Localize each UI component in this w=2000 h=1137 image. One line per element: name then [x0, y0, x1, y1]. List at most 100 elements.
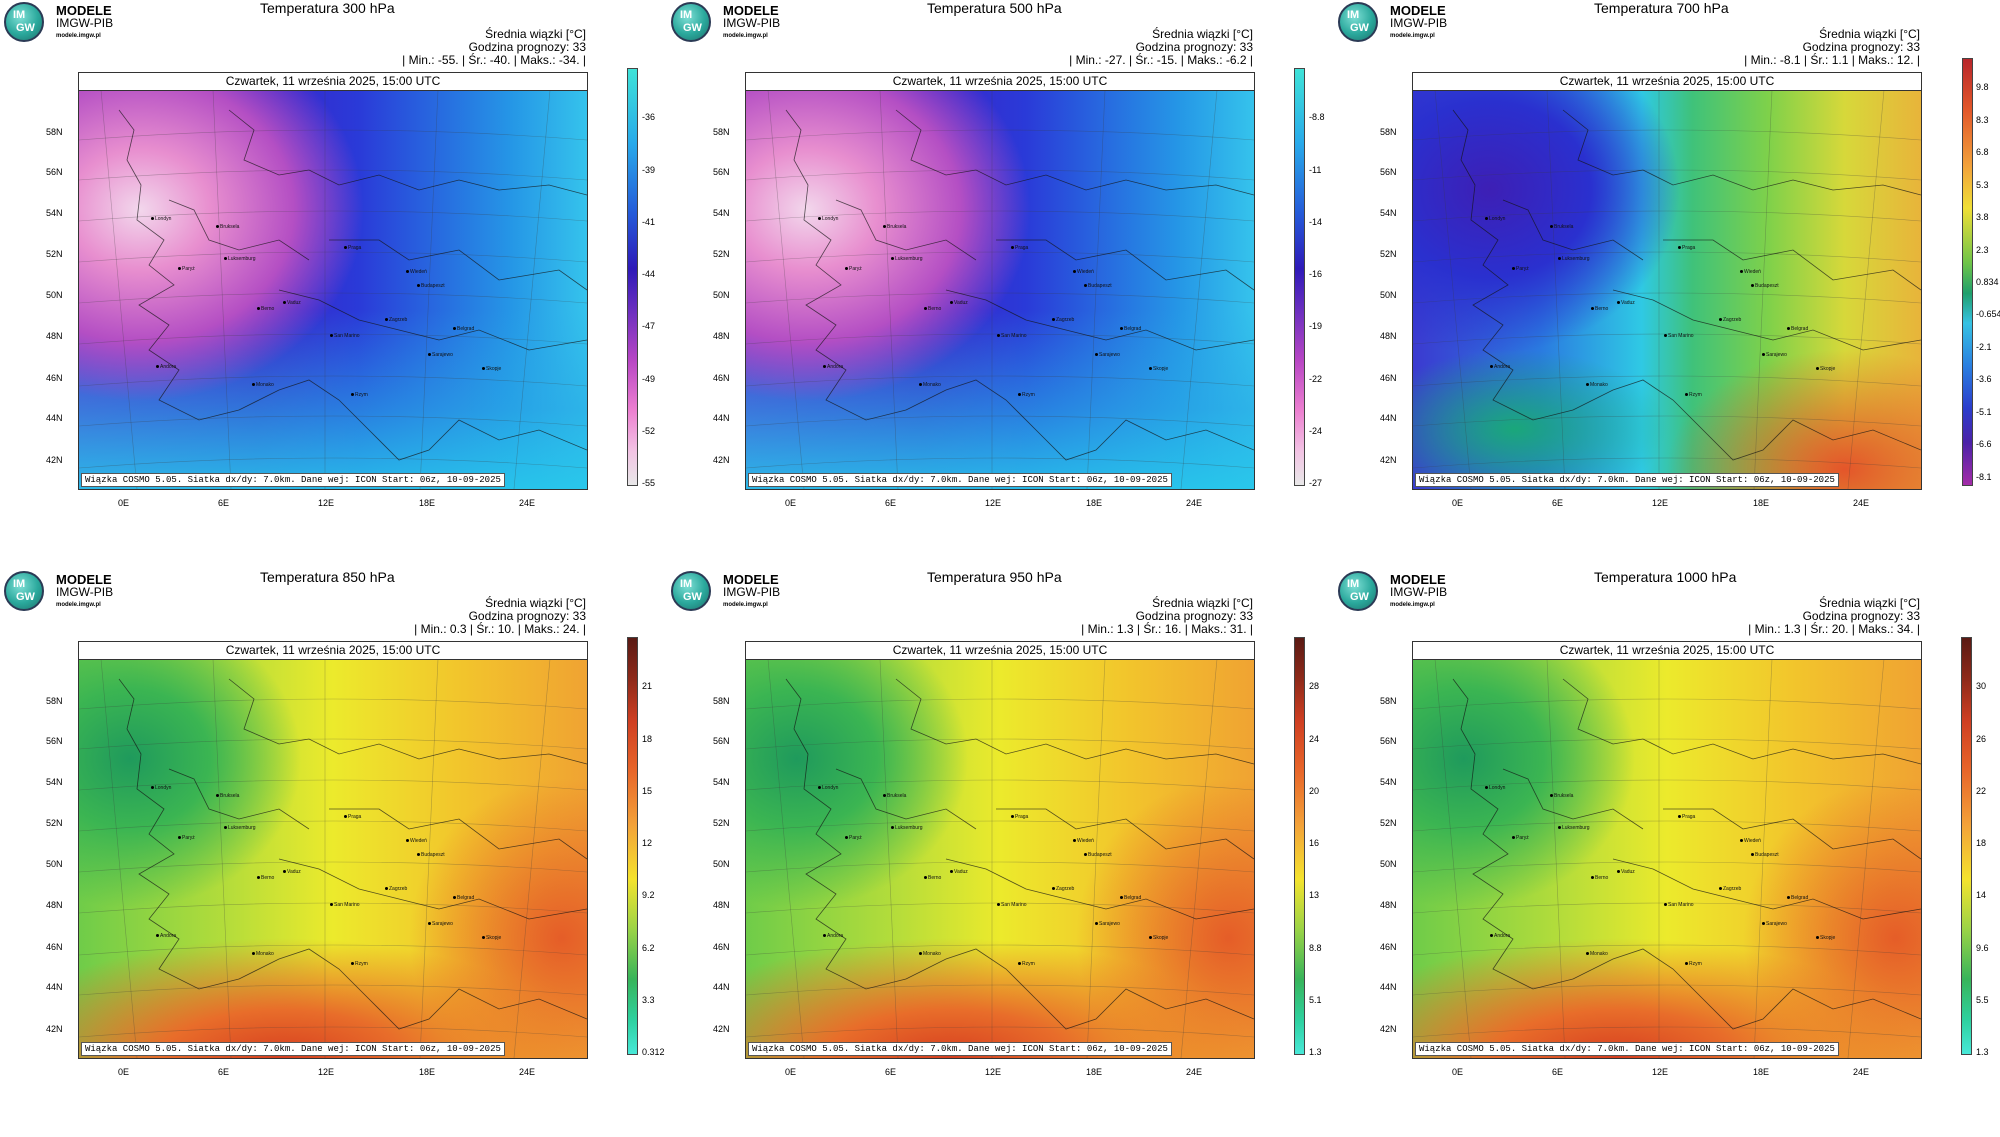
latitude-label: 46N: [713, 942, 730, 952]
city-name: Londyn: [155, 785, 172, 791]
city-label: Bruksela: [216, 224, 239, 230]
city-dot-icon: [1685, 393, 1688, 396]
latitude-label: 42N: [713, 455, 730, 465]
latitude-label: 58N: [46, 127, 63, 137]
model-credit: Wiązka COSMO 5.05. Siatka dx/dy: 7.0km. …: [748, 1042, 1172, 1056]
latitude-line: [1413, 333, 1921, 345]
city-name: Belgrad: [457, 895, 475, 901]
longitude-line: [879, 90, 899, 489]
city-label: Belgrad: [1120, 326, 1141, 332]
temperature-map[interactable]: Czwartek, 11 września 2025, 15:00 UTC Lon…: [78, 72, 588, 490]
city-name: Zagrzeb: [1723, 317, 1742, 323]
city-label: Sarajewo: [428, 352, 453, 358]
temperature-map[interactable]: Czwartek, 11 września 2025, 15:00 UTC Lon…: [745, 641, 1255, 1059]
city-dot-icon: [482, 936, 485, 939]
city-name: San Marino: [1668, 333, 1694, 339]
colorbar-tick-label: 24: [1309, 733, 1320, 744]
city-dot-icon: [1787, 327, 1790, 330]
city-dot-icon: [1011, 815, 1014, 818]
colorbar-tick-label: -19: [1309, 321, 1323, 332]
city-name: Skopje: [486, 935, 502, 941]
city-name: Monako: [256, 382, 274, 388]
border-line: [278, 858, 587, 920]
valid-date: Czwartek, 11 września 2025, 15:00 UTC: [1413, 642, 1921, 660]
brand-org: IMGW-PIB: [1390, 585, 1448, 599]
latitude-line: [746, 457, 1254, 469]
city-label: Rzym: [1018, 961, 1035, 967]
city-dot-icon: [919, 383, 922, 386]
latitude-label: 44N: [46, 982, 63, 992]
map-panel: IM GW MODELE IMGW-PIB modele.imgw.pl Temperat…: [0, 0, 666, 568]
latitude-label: 42N: [713, 1024, 730, 1034]
latitude-label: 54N: [1380, 208, 1397, 218]
model-credit: Wiązka COSMO 5.05. Siatka dx/dy: 7.0km. …: [1415, 473, 1839, 487]
city-label: Bruksela: [883, 793, 906, 799]
imgw-logo-icon: IM GW: [4, 571, 44, 611]
longitude-line: [419, 90, 439, 489]
city-name: Paryż: [182, 266, 195, 272]
latitude-line: [1413, 1026, 1921, 1038]
temperature-map[interactable]: Czwartek, 11 września 2025, 15:00 UTC Lon…: [745, 72, 1255, 490]
logo-text: IM: [680, 9, 693, 21]
longitude-label: 0E: [785, 1067, 797, 1077]
brand-name: MODELE: [723, 3, 779, 18]
valid-date: Czwartek, 11 września 2025, 15:00 UTC: [1413, 73, 1921, 91]
colorbar-tick-label: -2.1: [1976, 341, 1992, 352]
latitude-line: [1413, 861, 1921, 873]
city-dot-icon: [1485, 786, 1488, 789]
longitude-label: 12E: [318, 1067, 335, 1077]
colorbar-tick-label: -8.1: [1976, 471, 1992, 482]
temperature-map[interactable]: Czwartek, 11 września 2025, 15:00 UTC Lon…: [78, 641, 588, 1059]
border-line: [1572, 948, 1921, 1030]
city-label: Londyn: [818, 216, 838, 222]
city-name: Berno: [928, 875, 942, 881]
map-panel: IM GW MODELE IMGW-PIB modele.imgw.pl Temperat…: [667, 569, 1333, 1137]
city-label: Praga: [344, 814, 361, 820]
city-label: Monako: [919, 382, 941, 388]
stats-block: Średnia wiązki [°C] Godzina prognozy: 33 |…: [414, 597, 586, 636]
colorbar-tick-label: 5.1: [1309, 994, 1322, 1005]
city-name: Rzym: [355, 961, 368, 967]
city-label: Skopje: [482, 366, 501, 372]
city-dot-icon: [351, 962, 354, 965]
city-label: Rzym: [1685, 961, 1702, 967]
latitude-label: 56N: [46, 736, 63, 746]
city-label: Belgrad: [453, 895, 474, 901]
colorbar-tick-label: 1.3: [1976, 1047, 1989, 1057]
longitude-label: 12E: [985, 1067, 1002, 1077]
city-name: Rzym: [1022, 392, 1035, 398]
temperature-map[interactable]: Czwartek, 11 września 2025, 15:00 UTC Lon…: [1412, 72, 1922, 490]
longitude-label: 24E: [519, 1067, 536, 1077]
colorbar-tick-label: -55: [642, 478, 656, 488]
colorbar-tick-label: 15: [642, 785, 653, 796]
city-dot-icon: [1052, 318, 1055, 321]
city-name: Budapeszt: [421, 283, 445, 289]
latitude-label: 42N: [1380, 1024, 1397, 1034]
city-dot-icon: [950, 870, 953, 873]
city-name: Praga: [1682, 245, 1696, 251]
min-mean-max: | Min.: 1.3 | Śr.: 20. | Maks.: 34. |: [1748, 622, 1920, 636]
latitude-label: 46N: [713, 373, 730, 383]
city-dot-icon: [1816, 936, 1819, 939]
city-name: Zagrzeb: [1056, 317, 1075, 323]
latitude-line: [746, 738, 1254, 750]
city-label: Bruksela: [883, 224, 906, 230]
city-label: Sarajewo: [428, 921, 453, 927]
city-name: Paryż: [849, 266, 862, 272]
latitude-label: 48N: [1380, 331, 1397, 341]
temperature-map[interactable]: Czwartek, 11 września 2025, 15:00 UTC Lon…: [1412, 641, 1922, 1059]
logo-text: IM: [680, 578, 693, 590]
colorbar-tick-label: 0.834: [1976, 276, 1999, 287]
latitude-label: 46N: [1380, 373, 1397, 383]
ensemble-mean-label: Średnia wiązki [°C]: [485, 27, 586, 41]
city-dot-icon: [482, 367, 485, 370]
border-line: [1572, 379, 1921, 461]
longitude-label: 0E: [785, 498, 797, 508]
latitude-label: 58N: [713, 127, 730, 137]
longitude-line: [879, 659, 899, 1058]
city-name: Berno: [928, 306, 942, 312]
city-dot-icon: [997, 334, 1000, 337]
latitude-label: 52N: [713, 249, 730, 259]
city-name: Praga: [1682, 814, 1696, 820]
min-mean-max: | Min.: -27. | Śr.: -15. | Maks.: -6.2 |: [1069, 53, 1253, 67]
